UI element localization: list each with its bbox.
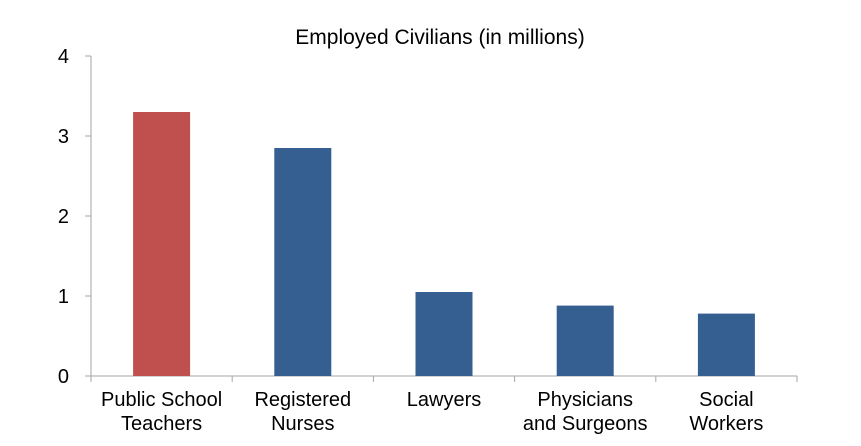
x-tick-label: Lawyers <box>407 389 481 411</box>
x-axis-labels: Public School Teachers Registered Nurses Law… <box>101 389 763 435</box>
bar <box>556 305 614 376</box>
y-axis-ticks: 0 1 2 3 4 <box>58 46 91 388</box>
y-tick-label: 4 <box>58 46 69 68</box>
y-tick-label: 2 <box>58 206 69 228</box>
x-tick-label: Registered Nurses <box>254 389 351 435</box>
bar <box>415 292 473 376</box>
bar <box>133 112 191 376</box>
y-tick-label: 3 <box>58 126 69 148</box>
bar <box>697 313 755 376</box>
bar <box>274 148 332 376</box>
y-tick-label: 0 <box>58 366 69 388</box>
x-tick-label: Social Workers <box>689 389 763 435</box>
x-tick-label: Physicians and Surgeons <box>523 389 648 435</box>
bars-group <box>133 112 755 376</box>
x-tick-label: Public School Teachers <box>101 389 222 435</box>
chart-title: Employed Civilians (in millions) <box>295 26 584 49</box>
y-tick-label: 1 <box>58 286 69 308</box>
